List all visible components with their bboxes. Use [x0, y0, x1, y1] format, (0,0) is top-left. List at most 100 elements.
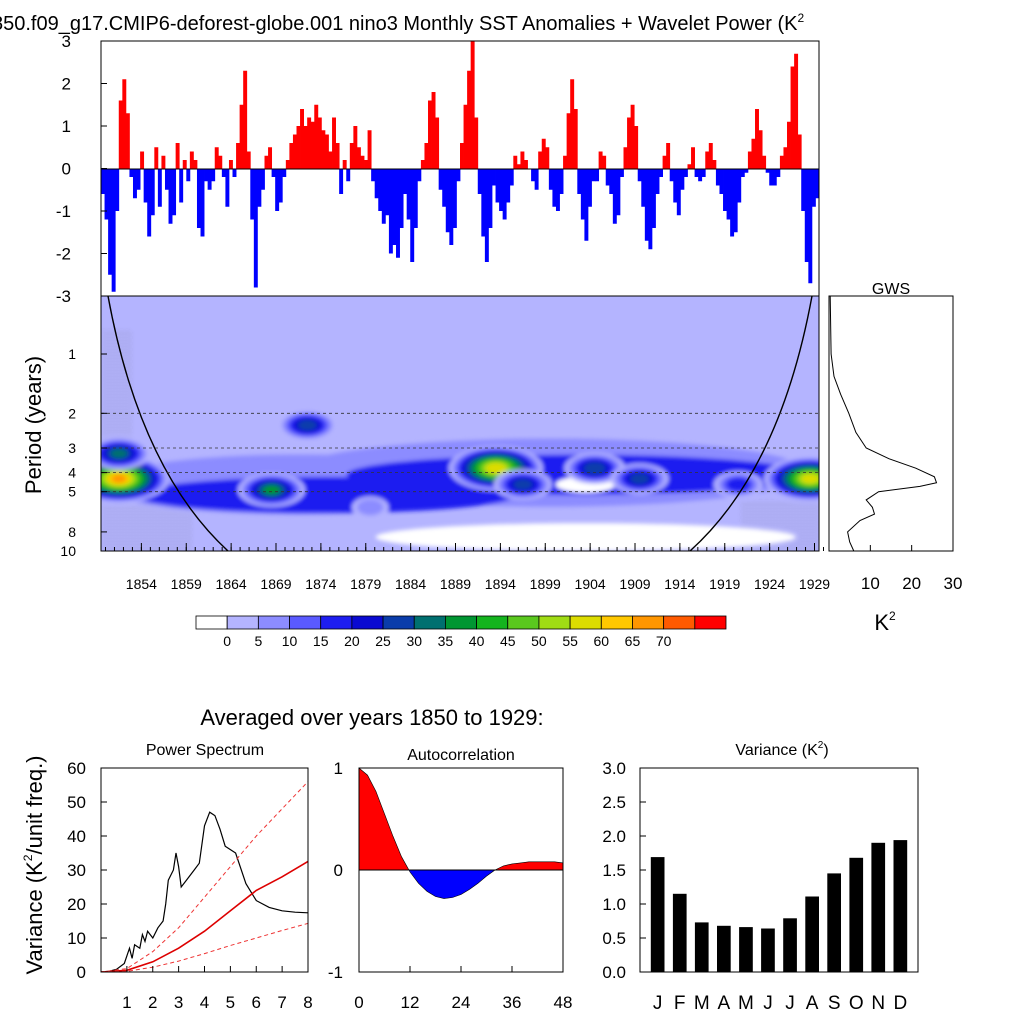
anomaly-bar: [172, 168, 177, 216]
power-spectrum-y-tick-label: 0: [77, 963, 86, 982]
power-spectrum-y-tick-label: 40: [67, 827, 86, 846]
wavelet-y-tick-label: 4: [68, 465, 76, 481]
power-spectrum-x-tick-label: 7: [277, 993, 286, 1012]
variance-month-label: A: [806, 993, 819, 1014]
anomaly-bar: [413, 168, 418, 228]
variance-month-label: A: [717, 993, 730, 1014]
wavelet-frame: [100, 295, 820, 552]
anomaly-bar: [218, 155, 223, 169]
anomaly-bar: [449, 168, 454, 245]
variance-bar: [827, 873, 841, 972]
anomaly-bar: [666, 143, 671, 169]
anomaly-bar: [115, 168, 120, 211]
anomaly-bar: [410, 168, 415, 262]
anomaly-bar: [228, 160, 233, 169]
colorbar-label: 55: [562, 633, 578, 649]
anomaly-bar: [438, 168, 443, 190]
anomaly-bar: [491, 168, 496, 186]
anomaly-bar: [371, 168, 376, 182]
anomaly-bar: [335, 143, 340, 169]
wavelet-x-tick-label: 1874: [305, 576, 336, 592]
power-spectrum-x-tick-label: 3: [174, 993, 183, 1012]
anomaly-bar: [602, 155, 607, 169]
anomaly-bar: [783, 147, 788, 169]
anomaly-bar: [161, 155, 166, 169]
anomaly-y-axis: 3 2 1 0 -1 -2 -3: [56, 32, 107, 306]
variance-bar: [871, 842, 886, 972]
anomaly-bar: [431, 92, 436, 169]
anomaly-bar: [605, 168, 610, 186]
wavelet-x-tick-label: 1909: [619, 576, 650, 592]
anomaly-bar: [196, 168, 201, 228]
power-spectrum-x-tick-label: 6: [252, 993, 261, 1012]
anomaly-bar: [324, 134, 329, 169]
cone-of-influence: [107, 296, 813, 551]
anomaly-bar: [481, 168, 486, 237]
anomaly-bar: [456, 168, 461, 182]
anomaly-bar: [147, 168, 152, 237]
variance-y-tick-label: 0.0: [602, 963, 626, 982]
wavelet-x-tick-label: 1899: [530, 576, 561, 592]
anomaly-bar: [619, 168, 624, 177]
figure-title-text: 850.f09_g17.CMIP6-deforest-globe.001 nin…: [0, 13, 798, 35]
variance-axes: J F M A M J J A S O N D3.02.52.01.51.00.50.0: [602, 759, 907, 1014]
non-significant-region: [101, 330, 131, 440]
anomaly-bar: [531, 168, 536, 182]
anomaly-bar: [303, 126, 308, 169]
anomaly-bar: [356, 147, 361, 169]
anomaly-bar: [755, 109, 759, 169]
variance-bar: [783, 918, 797, 972]
variance-y-tick-label: 0.5: [602, 929, 626, 948]
anomaly-bar: [246, 151, 251, 169]
anomaly-bar: [271, 168, 276, 177]
anomaly-bar: [815, 168, 820, 199]
wavelet-contour: [630, 473, 649, 484]
anomaly-bar: [189, 151, 194, 169]
variance-bar: [849, 857, 864, 972]
gws-title: GWS: [872, 281, 910, 298]
anomaly-bar: [101, 168, 105, 194]
anomaly-bar: [257, 168, 262, 207]
anomaly-bar: [765, 168, 770, 173]
autocorrelation-y-tick-label: 0: [334, 861, 343, 880]
anomaly-bar: [175, 143, 180, 169]
colorbar-label: 50: [531, 633, 547, 649]
colorbar-label: 60: [594, 633, 610, 649]
anomaly-bar: [225, 168, 230, 207]
anomaly-bar: [573, 109, 578, 169]
anomaly-bar: [648, 168, 653, 250]
anomaly-bar: [111, 168, 116, 292]
anomaly-bar: [584, 168, 589, 241]
colorbar-label: 15: [313, 633, 329, 649]
variance-y-tick-label: 1.5: [602, 861, 626, 880]
gws-x-tick-label: 20: [902, 574, 921, 593]
anomaly-bar: [193, 160, 198, 169]
anomaly-bar: [452, 168, 457, 228]
anomaly-bar: [460, 143, 464, 169]
anomaly-bar: [662, 155, 667, 169]
anomaly-bar: [694, 168, 699, 177]
variance-title-text: Variance (K: [735, 742, 818, 759]
anomaly-bar: [221, 168, 226, 177]
anomaly-y-tick-label: 1: [62, 117, 71, 136]
coi-curve-left: [107, 296, 229, 551]
colorbar-swatch: [663, 615, 696, 630]
anomaly-bar: [570, 79, 575, 169]
variance-title-sup: 2: [818, 740, 824, 751]
anomaly-bar: [708, 143, 713, 169]
colorbar-swatch: [507, 615, 540, 630]
autocorrelation-y-tick-label: 1: [334, 759, 343, 778]
power-spectrum-y-label-text: Variance (K: [22, 861, 47, 975]
anomaly-bar: [751, 138, 756, 169]
anomaly-bar: [651, 168, 656, 228]
power-spectrum-title: Power Spectrum: [146, 742, 264, 759]
colorbar-swatch: [320, 615, 353, 630]
wavelet-y-tick-label: 2: [68, 405, 76, 421]
anomaly-bar: [701, 168, 706, 177]
anomaly-bar: [467, 70, 472, 169]
anomaly-bar: [659, 168, 663, 177]
anomaly-bar: [140, 151, 145, 169]
colorbar-swatch: [445, 615, 477, 630]
wavelet-contour: [111, 474, 126, 483]
